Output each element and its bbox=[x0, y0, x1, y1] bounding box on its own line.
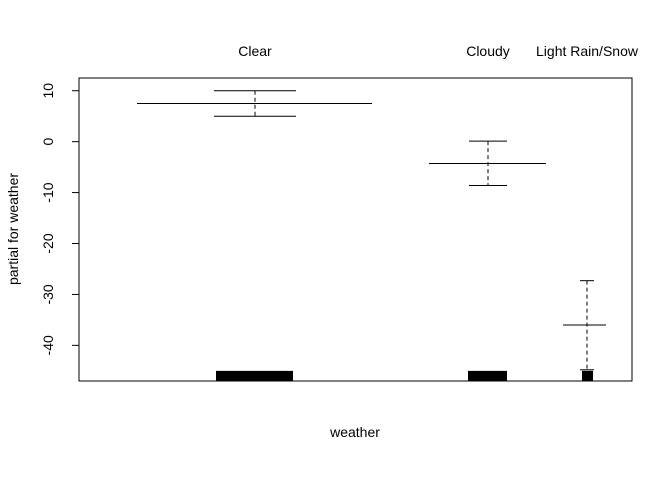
rug-marks bbox=[582, 370, 593, 381]
y-tick-label: 0 bbox=[40, 138, 56, 146]
y-tick-label: -40 bbox=[40, 335, 56, 355]
category-clear: Clear bbox=[137, 43, 372, 381]
category-label: Light Rain/Snow bbox=[536, 43, 639, 59]
y-tick-label: -20 bbox=[40, 233, 56, 253]
chart-marks: Clear Cloudy Light Rain/Snow bbox=[137, 43, 639, 381]
rug-marks bbox=[468, 370, 507, 381]
plot-frame bbox=[78, 77, 633, 382]
y-tick-label: 10 bbox=[40, 83, 56, 99]
rug-marks bbox=[216, 370, 293, 381]
y-axis-label: partial for weather bbox=[5, 173, 21, 285]
category-light-rain-snow: Light Rain/Snow bbox=[536, 43, 639, 381]
category-label: Clear bbox=[238, 43, 272, 59]
y-axis: 10 0 -10 -20 -30 -40 bbox=[40, 83, 80, 355]
y-tick-label: -10 bbox=[40, 182, 56, 202]
x-axis-label: weather bbox=[329, 424, 380, 440]
y-tick-label: -30 bbox=[40, 284, 56, 304]
category-label: Cloudy bbox=[466, 43, 510, 59]
category-cloudy: Cloudy bbox=[429, 43, 546, 381]
